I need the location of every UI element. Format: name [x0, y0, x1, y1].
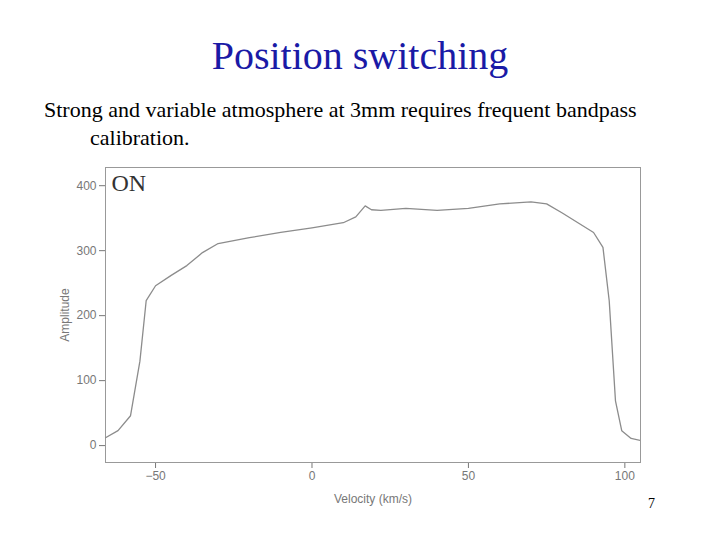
svg-text:Amplitude: Amplitude [58, 288, 72, 342]
html-text:Strong and variable atmosphere: Strong and variable atmosphere at 3mm re… [44, 97, 637, 150]
svg-text:400: 400 [76, 179, 96, 193]
svg-text:0: 0 [309, 469, 316, 483]
html-text:Position switching: Position switching [211, 33, 509, 78]
svg-text:Velocity (km/s): Velocity (km/s) [334, 492, 412, 506]
svg-text:100: 100 [615, 469, 635, 483]
svg-text:200: 200 [76, 308, 96, 322]
svg-text:50: 50 [462, 469, 476, 483]
svg-text:0: 0 [90, 438, 97, 452]
svg-text:ON: ON [112, 170, 147, 196]
svg-text:−50: −50 [145, 469, 166, 483]
svg-text:100: 100 [76, 373, 96, 387]
html-text:7: 7 [648, 496, 655, 511]
svg-text:300: 300 [76, 244, 96, 258]
